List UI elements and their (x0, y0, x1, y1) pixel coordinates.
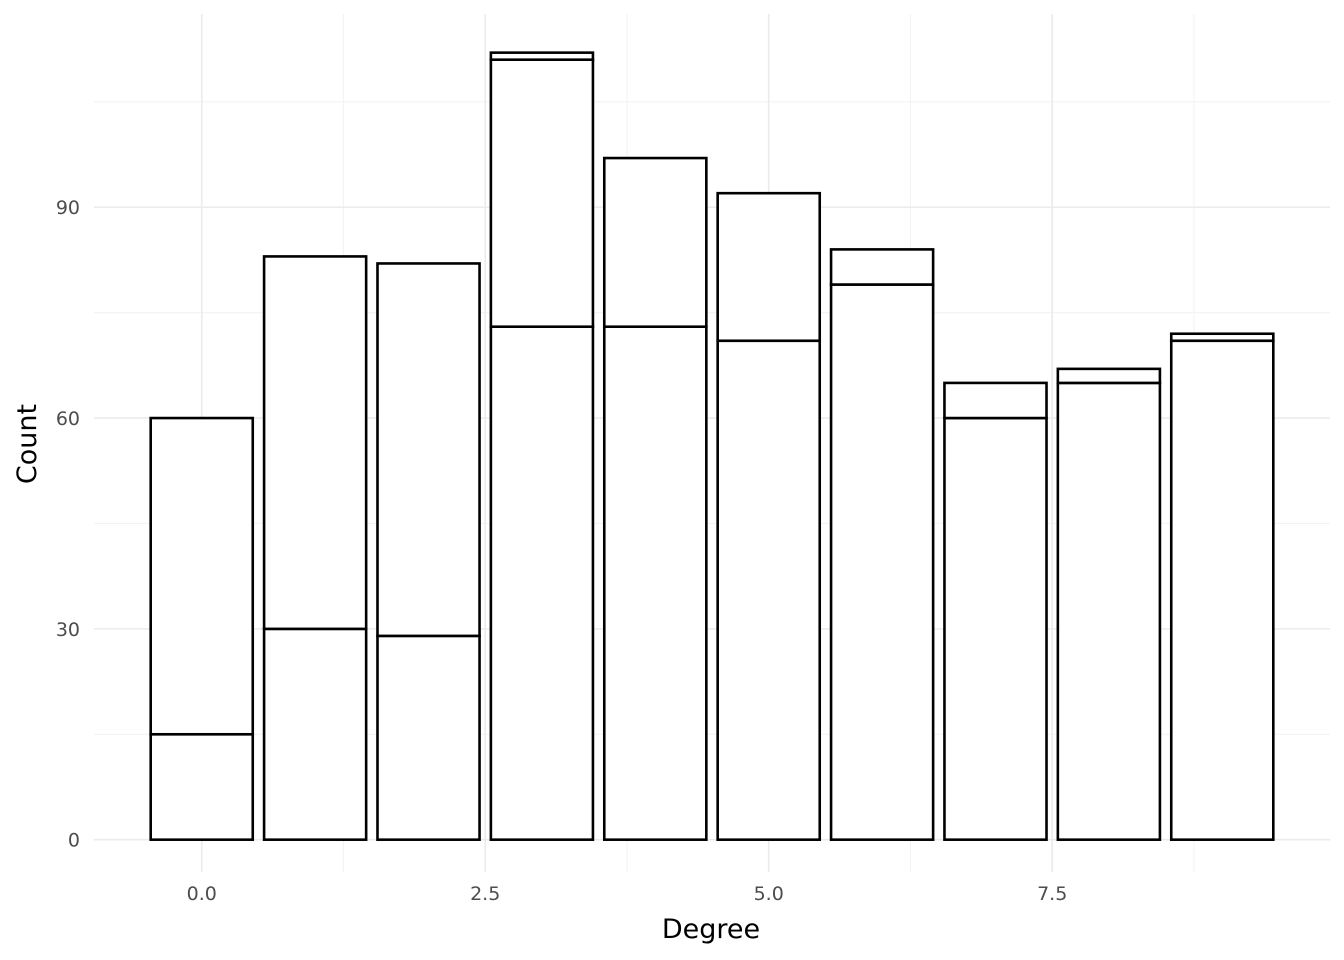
bar-segment (489, 58, 595, 329)
x-tick-label: 5.0 (754, 883, 784, 905)
x-tick-label: 7.5 (1037, 883, 1067, 905)
bar-segment (943, 381, 1048, 420)
bar-segment (829, 283, 935, 841)
y-tick-label: 0 (68, 830, 80, 852)
bar-segment (716, 339, 822, 841)
bar-segment (1056, 381, 1162, 841)
bar-segment (829, 248, 935, 286)
x-tick-label: 2.5 (470, 883, 500, 905)
y-tick-label: 60 (56, 408, 80, 430)
y-tick-label: 30 (56, 619, 80, 641)
bar-segment (149, 732, 255, 841)
bar-segment (1169, 339, 1275, 841)
y-axis-ticks: 0 30 60 90 (56, 197, 80, 851)
bar-segment (376, 634, 481, 841)
bar-segment (1056, 367, 1162, 385)
bar-segment (149, 416, 255, 736)
bar-segment (376, 262, 481, 638)
y-axis-title: Count (12, 404, 43, 484)
y-tick-label: 90 (56, 197, 80, 219)
bar-segment (602, 325, 708, 841)
bars (149, 51, 1275, 841)
bar-segment (262, 627, 368, 841)
bar-segment (489, 325, 595, 841)
x-axis-title: Degree (662, 914, 760, 945)
bar-segment (489, 51, 595, 61)
bar-segment (943, 416, 1048, 841)
x-tick-label: 0.0 (187, 883, 217, 905)
bar-segment (1169, 332, 1275, 343)
x-axis-ticks: 0.0 2.5 5.0 7.5 (187, 883, 1068, 905)
bar-segment (602, 156, 708, 329)
bar-segment (716, 191, 822, 343)
bar-segment (262, 255, 368, 631)
